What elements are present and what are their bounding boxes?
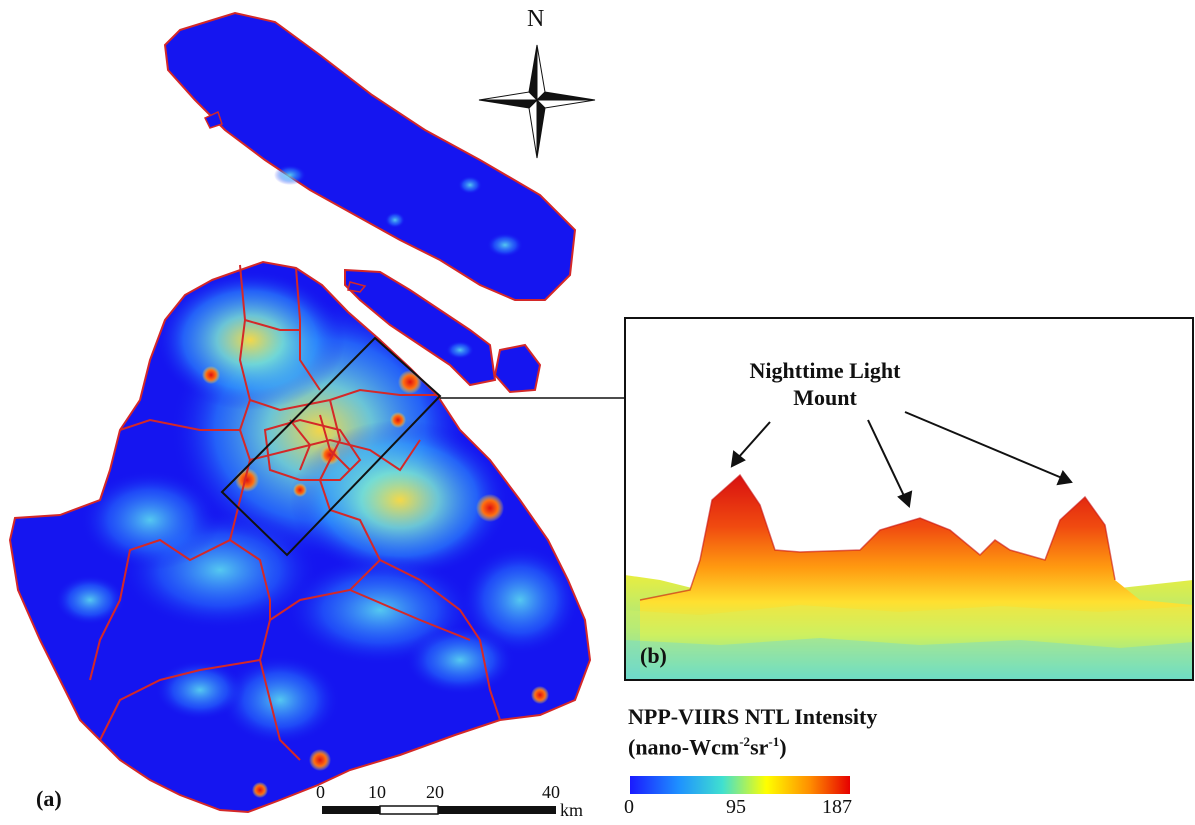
scalebar-unit: km [560, 800, 584, 820]
nighttime-light-mount-annotation: Nighttime Light Mount [700, 357, 950, 411]
annotation-line-2: Mount [793, 385, 857, 410]
legend-min-label: 0 [624, 796, 634, 818]
scalebar-tick-0: 0 [316, 782, 325, 802]
shanghai-mainland [8, 260, 592, 814]
north-arrow-icon [478, 44, 596, 159]
annotation-line-1: Nighttime Light [749, 358, 901, 383]
legend-colorbar [630, 776, 850, 794]
legend-title: NPP-VIIRS NTL Intensity [628, 704, 878, 729]
panel-b-3d-view [624, 317, 1194, 681]
scalebar-tick-10: 10 [368, 782, 386, 802]
panel-a-label: (a) [36, 786, 62, 811]
scalebar-tick-20: 20 [426, 782, 444, 802]
legend-max-label: 187 [822, 796, 852, 818]
scale-bar [322, 805, 556, 815]
north-label: N [527, 6, 545, 32]
legend-mid-label: 95 [726, 796, 746, 818]
panel-b-label: (b) [640, 643, 667, 668]
chongming-island [163, 11, 577, 301]
small-islands [344, 268, 542, 394]
legend-unit: (nano-Wcm-2sr-1) [628, 734, 787, 760]
scalebar-tick-40: 40 [542, 782, 560, 802]
